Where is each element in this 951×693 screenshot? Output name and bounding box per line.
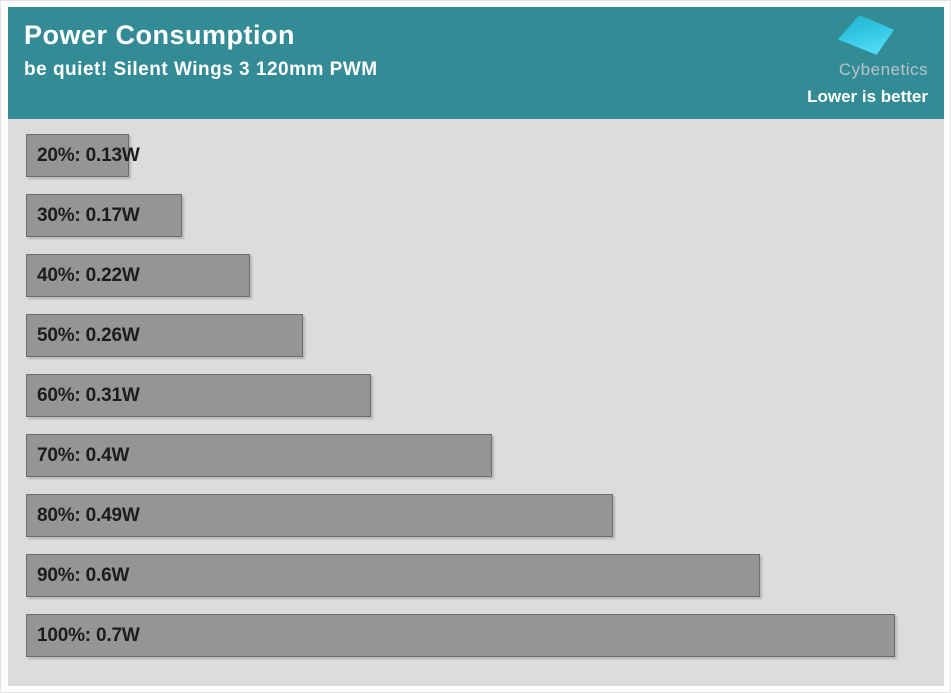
chart-frame: Power Consumption be quiet! Silent Wings…: [8, 7, 944, 686]
bar-label: 50%: 0.26W: [37, 324, 140, 346]
chart-header: Power Consumption be quiet! Silent Wings…: [8, 7, 944, 119]
bar-label: 30%: 0.17W: [37, 204, 140, 226]
chart-subtitle: be quiet! Silent Wings 3 120mm PWM: [24, 59, 378, 80]
bar-row: 80%: 0.49W: [26, 494, 944, 537]
bar-50pct: [26, 314, 303, 357]
bar-70pct: [26, 434, 492, 477]
cybenetics-logo-icon: [837, 15, 895, 55]
bar-60pct: [26, 374, 371, 417]
bar-row: 100%: 0.7W: [26, 614, 944, 657]
chart-plot-area: 20%: 0.13W 30%: 0.17W 40%: 0.22W 50%: 0.26W…: [8, 119, 944, 686]
chart-title: Power Consumption: [24, 20, 295, 50]
bar-label: 40%: 0.22W: [37, 264, 140, 286]
bar-20pct: [26, 134, 129, 177]
bar-label: 80%: 0.49W: [37, 504, 140, 526]
bar-row: 30%: 0.17W: [26, 194, 944, 237]
bar-row: 60%: 0.31W: [26, 374, 944, 417]
bar-row: 50%: 0.26W: [26, 314, 944, 357]
bar-row: 70%: 0.4W: [26, 434, 944, 477]
bar-100pct: [26, 614, 895, 657]
bar-row: 90%: 0.6W: [26, 554, 944, 597]
lower-is-better-note: Lower is better: [807, 87, 928, 106]
bar-90pct: [26, 554, 760, 597]
bar-label: 70%: 0.4W: [37, 444, 130, 466]
brand-name: Cybenetics: [838, 60, 928, 79]
bar-40pct: [26, 254, 250, 297]
bar-label: 100%: 0.7W: [37, 624, 140, 646]
bar-label: 60%: 0.31W: [37, 384, 140, 406]
bar-80pct: [26, 494, 613, 537]
bar-label: 90%: 0.6W: [37, 564, 130, 586]
bar-group: 20%: 0.13W 30%: 0.17W 40%: 0.22W 50%: 0.26W…: [26, 134, 944, 674]
bar-row: 40%: 0.22W: [26, 254, 944, 297]
bar-label: 20%: 0.13W: [37, 144, 140, 166]
bar-row: 20%: 0.13W: [26, 134, 944, 177]
bar-30pct: [26, 194, 182, 237]
